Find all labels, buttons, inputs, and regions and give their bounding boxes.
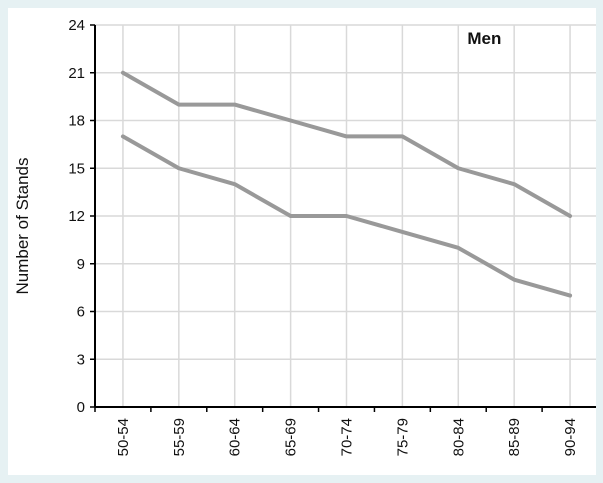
y-axis-title: Number of Stands (13, 157, 32, 294)
x-tick-label: 85-89 (506, 418, 523, 456)
y-tick-label: 24 (68, 17, 85, 34)
x-tick-label: 75-79 (394, 418, 411, 456)
x-tick-label: 80-84 (450, 418, 467, 456)
y-tick-label: 3 (77, 351, 85, 368)
series-lines (120, 70, 573, 298)
x-tick-label: 70-74 (339, 418, 356, 456)
y-tick-label: 0 (77, 399, 85, 416)
men-annotation: Men (467, 29, 501, 48)
axes (90, 24, 596, 412)
y-tick-label: 15 (68, 160, 85, 177)
line-chart: 0 3 6 9 12 15 18 21 24 50-54 55-59 60-64 65-69 70-74 7… (13, 17, 596, 456)
x-tick-label: 65-69 (283, 418, 300, 456)
y-tick-label: 9 (77, 256, 85, 273)
x-tick-label: 90-94 (562, 418, 579, 456)
y-tick-label: 6 (77, 304, 85, 321)
chart-panel: 0 3 6 9 12 15 18 21 24 50-54 55-59 60-64 65-69 70-74 7… (8, 8, 596, 475)
x-tick-label: 55-59 (171, 418, 188, 456)
tick-labels: 0 3 6 9 12 15 18 21 24 50-54 55-59 60-64 65-69 70-74 7… (68, 17, 579, 456)
x-tick-label: 60-64 (227, 418, 244, 456)
y-tick-label: 18 (68, 113, 85, 130)
y-tick-label: 12 (68, 208, 85, 225)
x-tick-label: 50-54 (115, 418, 132, 456)
y-tick-label: 21 (68, 65, 85, 82)
